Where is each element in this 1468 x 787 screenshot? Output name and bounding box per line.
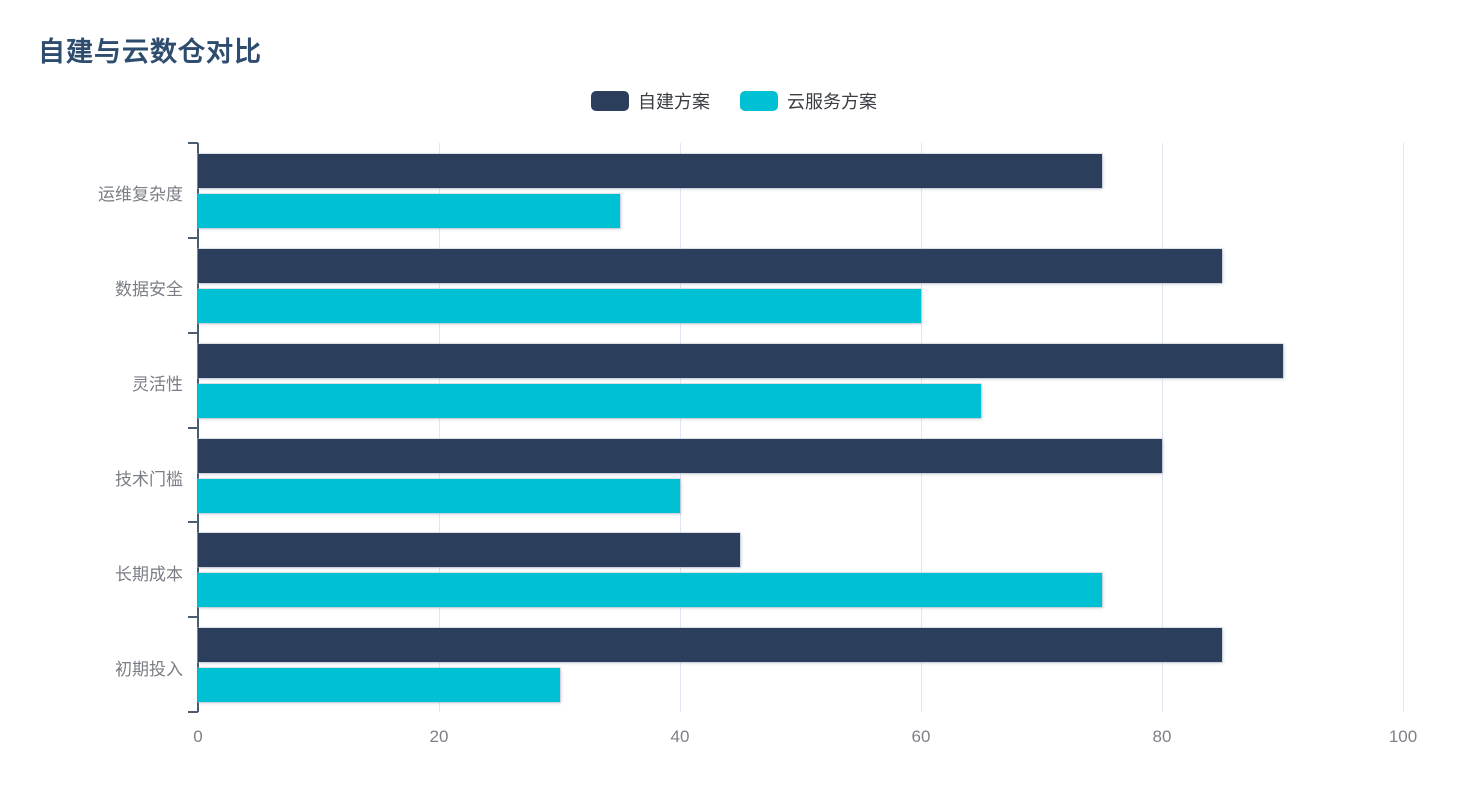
y-axis-tick [188,331,198,334]
bar-self-built[interactable] [198,154,1102,188]
y-axis-tick [188,521,198,524]
bar-self-built[interactable] [198,533,741,568]
legend-swatch-cloud-service [740,91,778,111]
bar-cloud-service[interactable] [198,194,620,228]
grid-line-20 [439,143,440,712]
y-axis-tick [188,236,198,239]
y-axis-tick [188,142,198,144]
y-axis-tick [188,711,198,713]
legend-label-cloud-service: 云服务方案 [787,92,877,112]
category-label: 技术门槛 [115,469,183,489]
chart-title: 自建与云数仓对比 [38,37,262,67]
plot-area: 运维复杂度数据安全灵活性技术门槛长期成本初期投入 [98,142,1404,713]
y-axis-tick [188,616,198,619]
bar-self-built[interactable] [198,248,1223,283]
bar-cloud-service[interactable] [198,478,680,513]
bar-self-built[interactable] [198,628,1223,663]
grid-line-80 [1162,143,1163,712]
grid-line-60 [921,143,922,712]
legend-swatch-self-built [591,91,629,111]
legend-label-self-built: 自建方案 [638,92,710,112]
category-row-1: 数据安全 [115,238,1403,333]
bar-cloud-service[interactable] [198,288,921,323]
x-axis-label-0: 0 [193,727,203,746]
category-row-2: 灵活性 [132,333,1403,428]
y-axis-line [197,143,199,712]
category-label: 长期成本 [115,564,183,584]
grid-line-40 [680,143,681,712]
bar-self-built[interactable] [198,438,1162,473]
category-label: 灵活性 [132,375,183,395]
legend: 自建方案 云服务方案 [0,88,1468,114]
x-axis-label-100: 100 [1388,727,1418,746]
category-label: 运维复杂度 [98,185,183,205]
x-axis-label-80: 80 [1152,727,1172,746]
bar-cloud-service[interactable] [198,383,982,418]
x-axis-label-60: 60 [911,727,931,746]
y-axis-tick [188,426,198,429]
category-row-5: 初期投入 [115,617,1403,712]
category-label: 数据安全 [115,280,183,300]
x-axis-label-40: 40 [670,727,690,746]
bar-cloud-service[interactable] [198,573,1102,608]
bar-self-built[interactable] [198,343,1283,378]
category-label: 初期投入 [115,659,183,679]
category-row-4: 长期成本 [115,522,1403,617]
bar-cloud-service[interactable] [198,668,560,703]
legend-item-self-built[interactable]: 自建方案 [591,88,710,114]
grid-line-100 [1403,143,1404,712]
category-row-0: 运维复杂度 [98,143,1403,238]
category-row-3: 技术门槛 [115,428,1403,523]
x-axis-label-20: 20 [429,727,449,746]
legend-item-cloud-service[interactable]: 云服务方案 [740,88,877,114]
